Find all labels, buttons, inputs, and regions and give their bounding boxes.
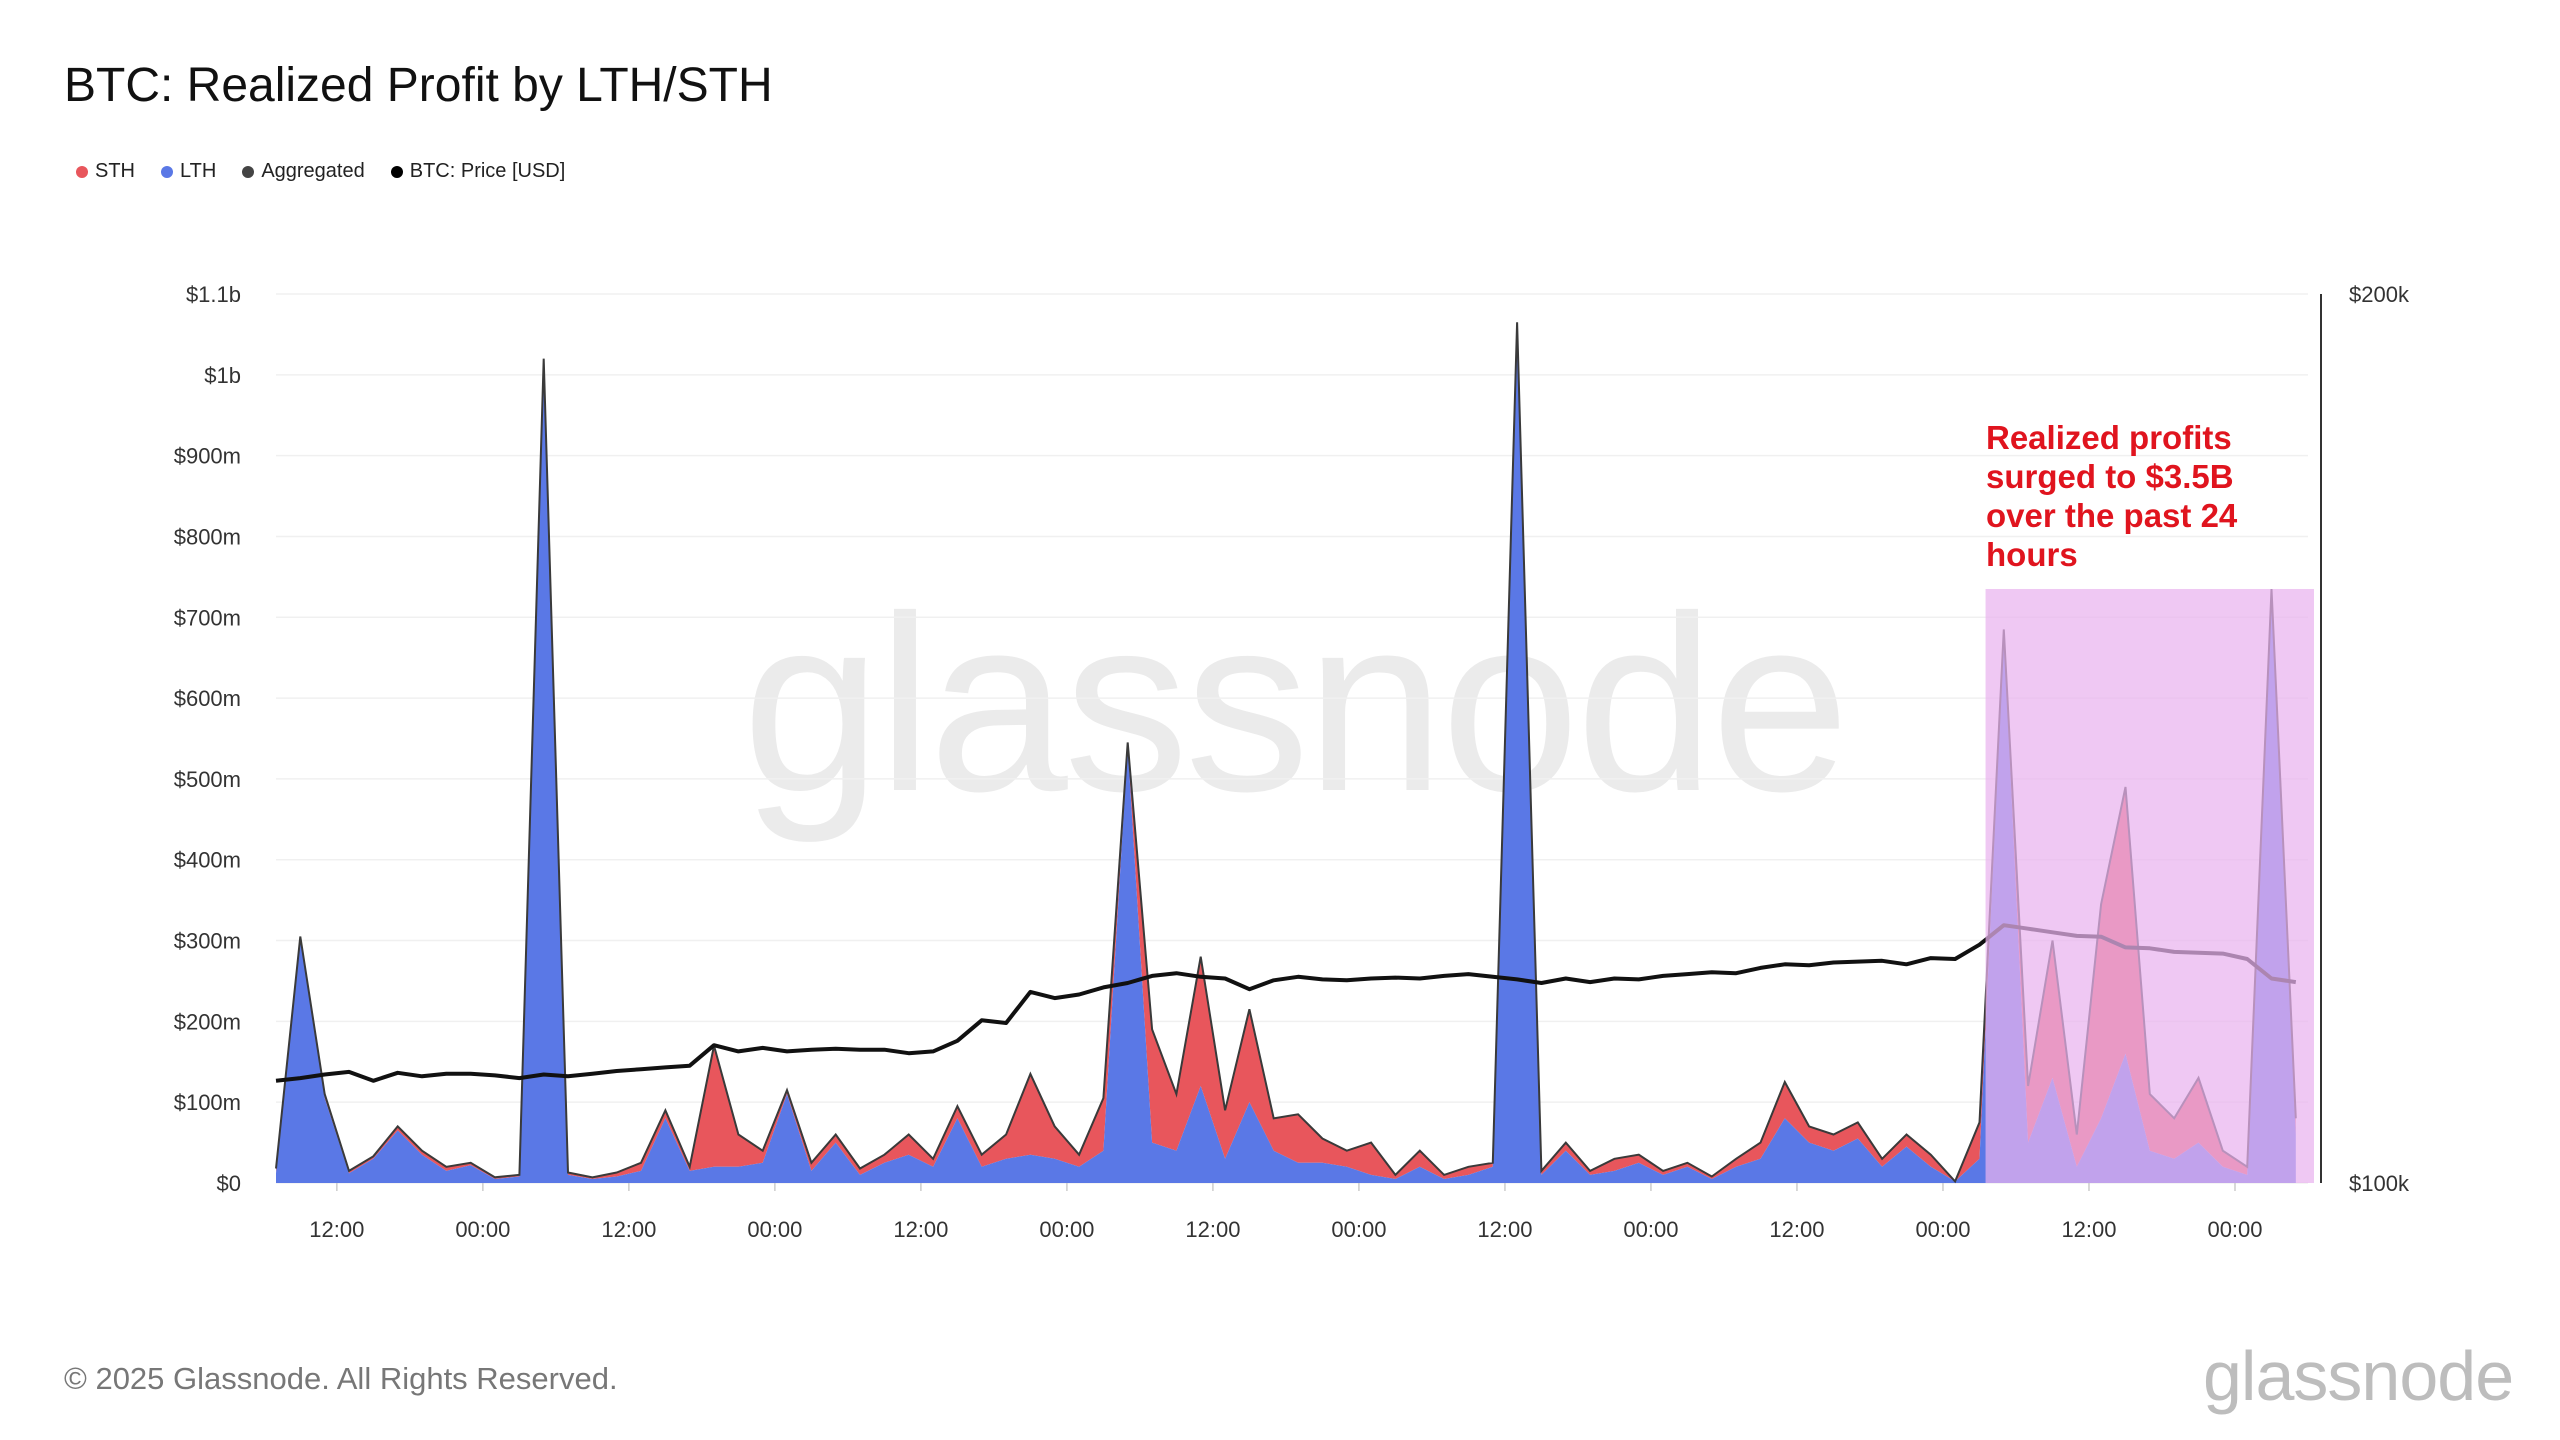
- x-tick-label: 12:00: [2061, 1217, 2116, 1242]
- x-tick-label: 12:00: [601, 1217, 656, 1242]
- x-tick-label: 00:00: [1915, 1217, 1970, 1242]
- x-tick-label: 00:00: [1623, 1217, 1678, 1242]
- highlight-box: [1985, 588, 2314, 1183]
- x-tick-label: 12:00: [1769, 1217, 1824, 1242]
- legend-label: LTH: [180, 160, 217, 182]
- price-line: [275, 923, 2297, 1083]
- legend-item-price[interactable]: BTC: Price [USD]: [390, 160, 566, 183]
- y-tick-label: $0: [217, 1171, 241, 1196]
- y-tick-label: $300m: [174, 929, 241, 954]
- x-tick-label: 00:00: [1039, 1217, 1094, 1242]
- aggregated-dot-icon: [242, 165, 255, 178]
- legend: STH LTH Aggregated BTC: Price [USD]: [76, 160, 565, 183]
- y-tick-label: $100m: [174, 1090, 241, 1115]
- x-tick-label: 12:00: [1477, 1217, 1532, 1242]
- y-tick-label: $800m: [174, 524, 241, 549]
- x-tick-label: 00:00: [2207, 1217, 2262, 1242]
- y-tick-label: $400m: [174, 848, 241, 873]
- x-tick-label: 12:00: [1185, 1217, 1240, 1242]
- y-tick-label: $1b: [204, 363, 241, 388]
- y-tick-label: $700m: [174, 605, 241, 630]
- price-dot-icon: [390, 165, 403, 178]
- y-tick-label: $900m: [174, 444, 241, 469]
- y-tick-label: $1.1b: [186, 282, 241, 307]
- aggregated-line: [275, 322, 2297, 1184]
- legend-item-lth[interactable]: LTH: [161, 160, 216, 183]
- lth-dot-icon: [161, 165, 173, 178]
- glassnode-logo: glassnode: [2203, 1337, 2514, 1415]
- legend-item-sth[interactable]: STH: [76, 160, 135, 183]
- legend-label: BTC: Price [USD]: [409, 160, 566, 182]
- x-tick-label: 00:00: [1331, 1217, 1386, 1242]
- x-tick-label: 12:00: [309, 1217, 364, 1242]
- y-tick-label: $600m: [174, 686, 241, 711]
- y-right-tick-label: $100k: [2349, 1171, 2410, 1196]
- y-tick-label: $200m: [174, 1009, 241, 1034]
- x-tick-label: 00:00: [747, 1217, 802, 1242]
- legend-label: STH: [95, 160, 135, 182]
- watermark: glassnode: [742, 564, 1850, 843]
- x-tick-label: 12:00: [893, 1217, 948, 1242]
- y-right-tick-label: $200k: [2349, 282, 2410, 307]
- sth-dot-icon: [76, 165, 88, 178]
- legend-item-aggregated[interactable]: Aggregated: [242, 160, 365, 183]
- chart-title: BTC: Realized Profit by LTH/STH: [64, 59, 773, 112]
- y-tick-label: $500m: [174, 767, 241, 792]
- legend-label: Aggregated: [261, 160, 365, 182]
- copyright-footer: © 2025 Glassnode. All Rights Reserved.: [64, 1361, 618, 1396]
- x-tick-label: 00:00: [455, 1217, 510, 1242]
- annotation-text: Realized profits surged to $3.5B over th…: [1986, 419, 2238, 573]
